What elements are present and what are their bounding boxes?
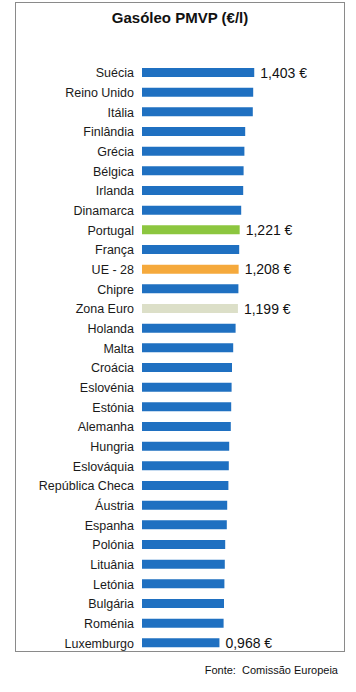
svg-text:Malta: Malta bbox=[103, 342, 134, 356]
svg-text:França: França bbox=[95, 243, 134, 257]
svg-text:Grécia: Grécia bbox=[97, 145, 134, 159]
svg-text:Hungria: Hungria bbox=[90, 440, 134, 454]
svg-text:Dinamarca: Dinamarca bbox=[74, 204, 134, 218]
svg-text:1,208 €: 1,208 € bbox=[245, 261, 292, 277]
svg-text:Irlanda: Irlanda bbox=[96, 184, 134, 198]
svg-text:1,403 €: 1,403 € bbox=[260, 65, 307, 81]
svg-text:Bélgica: Bélgica bbox=[93, 165, 134, 179]
svg-text:Alemanha: Alemanha bbox=[78, 420, 134, 434]
html-text:Fonte: Comissão Europeia: Fonte: Comissão Europeia bbox=[204, 664, 338, 676]
svg-text:UE - 28: UE - 28 bbox=[92, 263, 134, 277]
svg-text:0,968 €: 0,968 € bbox=[225, 635, 272, 651]
svg-text:Espanha: Espanha bbox=[85, 519, 134, 533]
svg-text:Suécia: Suécia bbox=[96, 66, 134, 80]
html-text:Gasóleo PMVP (€/l): Gasóleo PMVP (€/l) bbox=[111, 9, 249, 26]
svg-text:Croácia: Croácia bbox=[91, 361, 134, 375]
svg-text:Eslováquia: Eslováquia bbox=[73, 460, 134, 474]
svg-text:Roménia: Roménia bbox=[84, 617, 134, 631]
svg-text:Bulgária: Bulgária bbox=[88, 597, 134, 611]
svg-text:Luxemburgo: Luxemburgo bbox=[65, 637, 135, 651]
svg-text:Zona Euro: Zona Euro bbox=[76, 302, 134, 316]
svg-text:Portugal: Portugal bbox=[87, 224, 134, 238]
svg-text:Itália: Itália bbox=[108, 106, 134, 120]
svg-text:Chipre: Chipre bbox=[97, 283, 134, 297]
svg-text:Áustria: Áustria bbox=[95, 498, 134, 513]
svg-text:1,199 €: 1,199 € bbox=[244, 301, 291, 317]
svg-text:Letónia: Letónia bbox=[93, 578, 134, 592]
svg-text:Holanda: Holanda bbox=[87, 322, 134, 336]
svg-text:1,221 €: 1,221 € bbox=[246, 222, 293, 238]
svg-text:Lituânia: Lituânia bbox=[90, 558, 134, 572]
svg-text:Estónia: Estónia bbox=[92, 401, 134, 415]
svg-text:Polónia: Polónia bbox=[92, 538, 134, 552]
svg-text:Eslovénia: Eslovénia bbox=[80, 381, 134, 395]
svg-text:Reino Unido: Reino Unido bbox=[65, 86, 134, 100]
svg-text:Finlândia: Finlândia bbox=[83, 125, 134, 139]
svg-text:República Checa: República Checa bbox=[39, 479, 134, 493]
